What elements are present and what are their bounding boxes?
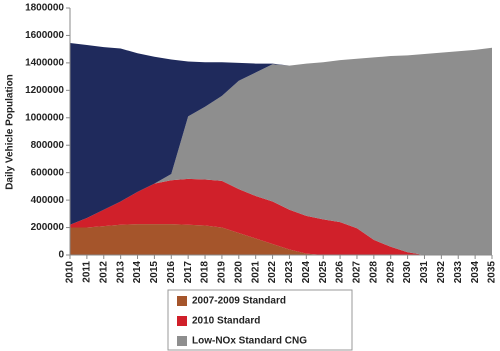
area (70, 224, 492, 255)
legend-label: 2007-2009 Standard (192, 296, 286, 307)
x-tick-label: 2016 (166, 261, 177, 284)
legend-swatch (177, 316, 187, 326)
y-tick-label: 200000 (31, 222, 65, 233)
legend-swatch (177, 336, 187, 346)
y-tick-label: 400000 (31, 195, 65, 206)
x-tick-label: 2021 (250, 261, 261, 284)
x-tick-label: 2015 (149, 261, 160, 284)
x-tick-label: 2026 (335, 261, 346, 284)
y-tick-label: 1400000 (25, 58, 64, 69)
x-tick-label: 2027 (352, 261, 363, 284)
y-tick-label: 1800000 (25, 3, 64, 14)
y-axis-label: Daily Vehicle Population (5, 74, 16, 190)
x-tick-label: 2030 (402, 261, 413, 284)
x-tick-label: 2020 (233, 261, 244, 284)
legend-label: Low-NOx Standard CNG (192, 336, 307, 347)
x-tick-label: 2032 (436, 261, 447, 284)
area (70, 42, 492, 225)
legend-box (167, 289, 353, 351)
y-tick-label: 1200000 (25, 85, 64, 96)
x-tick-label: 2034 (470, 261, 481, 284)
x-tick-label: 2033 (453, 261, 464, 284)
x-tick-label: 2012 (98, 261, 109, 284)
x-tick-label: 2019 (217, 261, 228, 284)
y-tick-label: 1600000 (25, 30, 64, 41)
area (70, 47, 492, 255)
x-tick-label: 2010 (65, 261, 76, 284)
y-tick-label: 600000 (31, 167, 65, 178)
y-tick-label: 1000000 (25, 112, 64, 123)
x-tick-label: 2011 (82, 261, 93, 283)
x-tick-label: 2029 (385, 261, 396, 284)
x-tick-label: 2014 (132, 261, 143, 284)
x-tick-label: 2035 (487, 261, 498, 284)
x-tick-label: 2031 (419, 261, 430, 284)
area (70, 178, 492, 255)
y-tick-label: 800000 (31, 140, 65, 151)
y-tick-label: 0 (58, 250, 64, 261)
legend-label: 2010 Standard (192, 316, 260, 327)
x-tick-label: 2023 (284, 261, 295, 284)
x-tick-label: 2017 (183, 261, 194, 284)
x-tick-label: 2018 (200, 261, 211, 284)
x-tick-label: 2028 (368, 261, 379, 284)
x-tick-label: 2022 (267, 261, 278, 284)
legend-swatch (177, 296, 187, 306)
x-tick-label: 2025 (318, 261, 329, 284)
x-tick-label: 2024 (301, 261, 312, 284)
x-tick-label: 2013 (115, 261, 126, 284)
